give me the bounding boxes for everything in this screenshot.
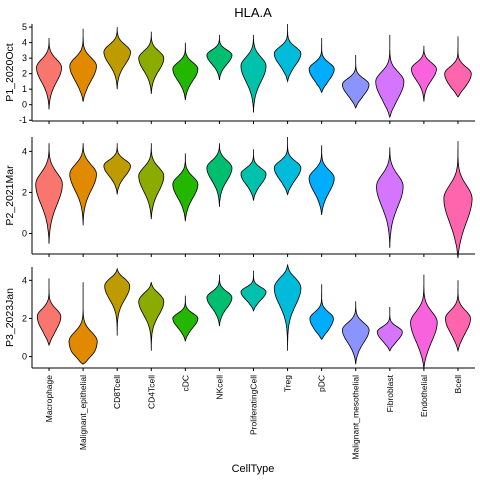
- y-tick-label: 3: [22, 53, 27, 63]
- violin-CD8Tcell: [104, 143, 131, 194]
- panel-P1_2020Oct: -1 0 1 2 3 4 5 P1_2020Oct: [4, 22, 475, 125]
- violin-ProliferatingCell: [241, 35, 266, 113]
- x-tick-label-Bcell: Bcell: [453, 375, 463, 394]
- y-tick-label: 1: [22, 84, 27, 94]
- y-tick-label: 4: [22, 146, 27, 156]
- violin-Malignant_mesothelial: [342, 55, 369, 108]
- x-axis-label: CellType: [232, 463, 275, 475]
- x-tick-label-ProliferatingCell: ProliferatingCell: [249, 375, 259, 435]
- violin-Macrophage: [36, 143, 63, 244]
- violin-Fibroblast: [376, 35, 404, 117]
- violin-ProliferatingCell: [241, 149, 266, 200]
- violin-Treg: [274, 265, 301, 351]
- y-tick-label: 5: [22, 22, 27, 32]
- violin-Bcell: [444, 141, 472, 258]
- violin-Treg: [274, 24, 301, 81]
- x-tick-label-Macrophage: Macrophage: [44, 375, 54, 423]
- x-tick-label-NKcell: NKcell: [214, 375, 224, 400]
- violin-NKcell: [207, 143, 232, 207]
- x-axis-tick-labels: Macrophage Malignant_epithelial CD8Tcell CD…: [44, 374, 463, 459]
- panel-P2_2021Mar: 0 2 4 P2_2021Mar: [4, 137, 475, 258]
- y-tick-label: 4: [22, 275, 27, 285]
- y-tick-label: 0: [22, 228, 27, 238]
- violin-Macrophage: [37, 278, 61, 345]
- violin-CD4Tcell: [139, 32, 164, 94]
- violin-Endothelial: [411, 46, 436, 102]
- x-tick-label-Fibroblast: Fibroblast: [385, 374, 395, 412]
- violin-cDC: [173, 296, 198, 342]
- violin-Bcell: [445, 36, 472, 97]
- x-tick-label-pDC: pDC: [317, 375, 327, 392]
- panel-P3_2023Jan: 0 2 4 P3_2023Jan: [4, 265, 475, 371]
- violin-Malignant_mesothelial: [342, 301, 369, 364]
- x-tick-label-cDC: cDC: [180, 375, 190, 392]
- y-tick-label: 0: [22, 352, 27, 362]
- y-tick-label: 4: [22, 38, 27, 48]
- violin-CD8Tcell: [104, 27, 131, 89]
- violin-cDC: [173, 43, 198, 100]
- panel-label: P3_2023Jan: [4, 288, 16, 347]
- violin-NKcell: [207, 35, 232, 80]
- y-tick-label: 2: [22, 313, 27, 323]
- violin-CD4Tcell: [139, 282, 164, 351]
- violin-pDC: [309, 145, 334, 215]
- violin-Fibroblast: [377, 307, 402, 351]
- violin-NKcell: [207, 275, 232, 327]
- x-tick-label-Endothelial: Endothelial: [419, 375, 429, 417]
- x-tick-label-CD8Tcell: CD8Tcell: [112, 375, 122, 409]
- violin-pDC: [310, 284, 334, 339]
- violin-cDC: [173, 153, 198, 221]
- y-tick-label: 0: [22, 100, 27, 110]
- violin-Malignant_epithelial: [70, 29, 97, 102]
- violin-Malignant_epithelial: [69, 282, 97, 364]
- panel-label: P1_2020Oct: [4, 43, 16, 101]
- violin-Fibroblast: [377, 147, 404, 248]
- violin-ProliferatingCell: [241, 271, 266, 311]
- violin-Treg: [274, 137, 301, 195]
- violin-pDC: [309, 38, 334, 92]
- y-tick-label: 2: [22, 187, 27, 197]
- x-tick-label-Malignant_mesothelial: Malignant_mesothelial: [351, 375, 361, 460]
- violin-Bcell: [445, 280, 470, 351]
- x-tick-label-CD4Tcell: CD4Tcell: [146, 375, 156, 409]
- violin-Endothelial: [411, 275, 438, 368]
- x-tick-label-Treg: Treg: [283, 375, 293, 392]
- violin-CD4Tcell: [139, 143, 164, 219]
- violin-Malignant_epithelial: [70, 143, 97, 225]
- chart-panels: -1 0 1 2 3 4 5 P1_2020Oct 0 2 4 P2_2021Mar 0 2 4 P3_202…: [4, 22, 475, 371]
- violin-Macrophage: [37, 38, 62, 109]
- violin-CD8Tcell: [105, 269, 130, 336]
- x-tick-label-Malignant_epithelial: Malignant_epithelial: [78, 375, 88, 450]
- panel-label: P2_2021Mar: [4, 165, 16, 226]
- y-tick-label: 2: [22, 69, 27, 79]
- chart-title: HLA.A: [234, 5, 272, 20]
- y-tick-label: -1: [19, 115, 27, 125]
